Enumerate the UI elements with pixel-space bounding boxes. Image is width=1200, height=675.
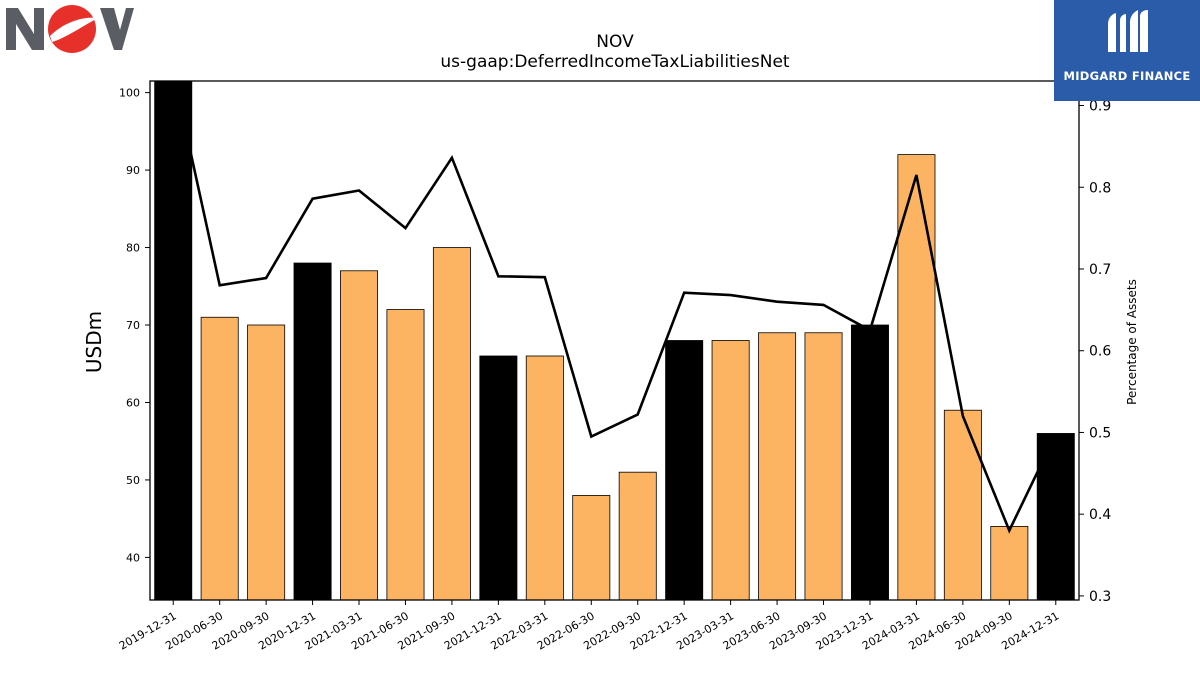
bar-2022-03-31: [525, 355, 564, 600]
x-axis-ticks: 2019-12-312020-06-302020-09-302020-12-31…: [117, 600, 1061, 653]
bar-2023-06-30: [758, 332, 797, 600]
y2-tick-label: 0.9: [1089, 99, 1111, 115]
bar-2021-09-30: [432, 247, 471, 600]
y2-tick-label: 0.8: [1089, 180, 1111, 196]
bars-layer: [154, 81, 1075, 600]
bar-2022-09-30: [618, 471, 657, 600]
midgard-finance-logo: MIDGARD FINANCE: [1054, 0, 1200, 101]
y2-axis-label: Percentage of Assets: [1125, 279, 1139, 405]
bar-2020-12-31: [293, 262, 332, 600]
right-axis-ticks: 0.3 0.4 0.5 0.6 0.7 0.8 0.9: [1079, 99, 1111, 605]
y-tick-label: 90: [126, 164, 140, 177]
bar-2021-03-31: [340, 270, 379, 600]
y-tick-label: 80: [126, 242, 140, 255]
bar-2019-12-31: [154, 81, 193, 600]
bar-2020-09-30: [247, 324, 286, 600]
y2-tick-label: 0.5: [1089, 425, 1111, 441]
y-tick-label: 100: [119, 87, 140, 100]
y2-tick-label: 0.6: [1089, 344, 1111, 360]
y-tick-label: 40: [126, 551, 140, 564]
bar-2022-06-30: [572, 495, 611, 600]
chart-title: NOV: [596, 32, 634, 52]
midgard-emblem-icon: [1108, 10, 1148, 52]
bar-2021-06-30: [386, 309, 425, 600]
bar-2023-12-31: [850, 324, 889, 600]
chart-subtitle: us-gaap:DeferredIncomeTaxLiabilitiesNet: [440, 52, 790, 72]
y-tick-label: 70: [126, 319, 140, 332]
bar-2022-12-31: [665, 340, 704, 600]
y-tick-label: 60: [126, 396, 140, 409]
y-tick-label: 50: [126, 474, 140, 487]
bar-2024-06-30: [943, 409, 982, 600]
bar-2024-09-30: [990, 526, 1029, 600]
y-axis-label: USDm: [82, 311, 106, 373]
left-axis-ticks: 40 50 60 70 80 90 100: [119, 87, 150, 564]
midgard-finance-text: MIDGARD FINANCE: [1063, 69, 1191, 83]
line-layer: [173, 81, 1057, 534]
y2-tick-label: 0.3: [1089, 589, 1111, 605]
y2-tick-label: 0.4: [1089, 507, 1111, 523]
bar-2023-09-30: [804, 332, 843, 600]
bar-2023-03-31: [711, 340, 750, 600]
nov-logo: [4, 4, 136, 56]
percentage-of-assets-line: [173, 81, 1057, 534]
bar-2021-12-31: [479, 355, 518, 600]
bar-2024-03-31: [897, 154, 936, 600]
bar-2020-06-30: [200, 316, 239, 600]
plot-frame: [149, 80, 1080, 601]
y2-tick-label: 0.7: [1089, 262, 1111, 278]
